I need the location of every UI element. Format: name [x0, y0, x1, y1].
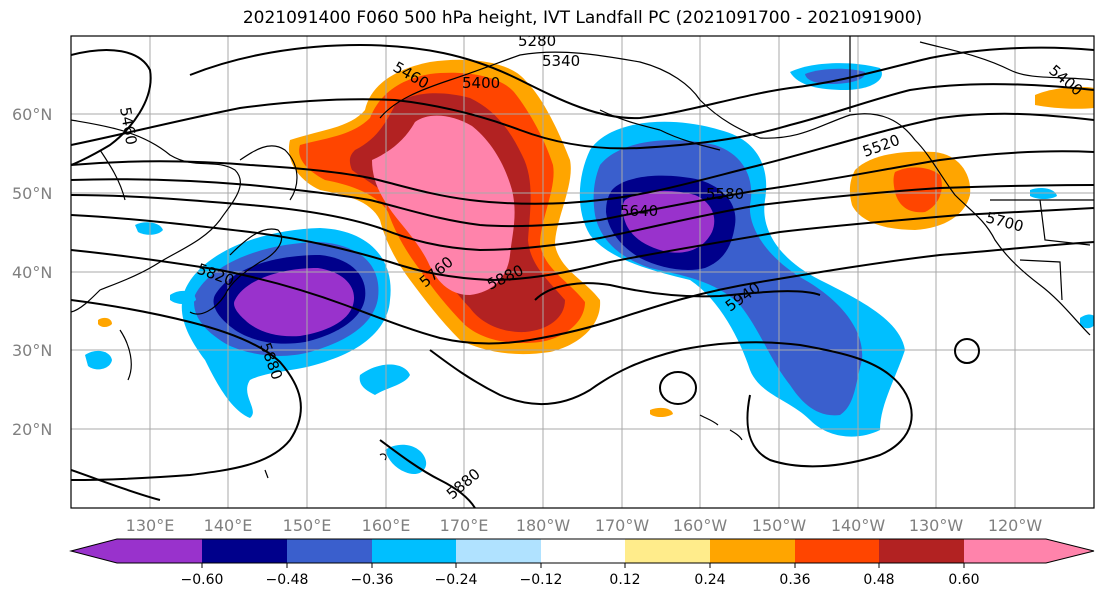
lon-label: 130°E	[126, 516, 175, 535]
shade-region-w7	[85, 350, 112, 370]
latitude-labels: 60°N 50°N 40°N 30°N 20°N	[12, 105, 52, 439]
colorbar-seg	[795, 539, 879, 563]
colorbar-seg	[287, 539, 372, 563]
colorbar-seg	[202, 539, 287, 563]
contour-label: 5580	[706, 185, 744, 203]
lon-label: 160°W	[673, 516, 728, 535]
lat-label: 50°N	[12, 184, 52, 203]
colorbar-outline	[69, 538, 1095, 564]
colorbar-ticks	[201, 563, 965, 568]
colorbar-seg	[71, 539, 117, 563]
shade-region-p8	[650, 407, 673, 417]
lon-label: 170°W	[595, 516, 650, 535]
map-frame	[70, 35, 1095, 509]
colorbar-seg	[625, 539, 710, 563]
map-panel: 5460 5460 5400 5340 5280 5400 5520 5580 …	[70, 32, 1095, 509]
colorbar-seg	[879, 539, 964, 563]
shade-region-w8	[135, 222, 163, 235]
colorbar-tick-label: −0.24	[435, 572, 478, 588]
lon-label: 150°E	[283, 516, 332, 535]
colorbar-tick-label: 0.12	[609, 572, 640, 588]
colorbar-seg	[964, 539, 1046, 563]
height-contours	[71, 43, 1094, 508]
contour-label: 5280	[518, 32, 556, 50]
colorbar-tick-label: 0.48	[863, 572, 894, 588]
colorbar-seg	[372, 539, 456, 563]
colorbar: −0.60 −0.48 −0.36 −0.24 −0.12 0.12 0.24 …	[69, 538, 1095, 588]
lon-label: 140°W	[831, 516, 886, 535]
lon-label: 170°E	[440, 516, 489, 535]
contour-label: 5640	[620, 202, 658, 220]
shade-region-w4	[234, 268, 355, 337]
lat-label: 60°N	[12, 105, 52, 124]
lon-label: 140°E	[204, 516, 253, 535]
lon-label: 160°E	[362, 516, 411, 535]
colorbar-tick-label: 0.24	[694, 572, 725, 588]
colorbar-seg	[710, 539, 795, 563]
shade-region-e8	[1080, 314, 1094, 329]
colorbar-seg	[117, 539, 202, 563]
shade-region-w9	[170, 290, 196, 305]
colorbar-seg	[541, 539, 625, 563]
contour-label: 5400	[462, 74, 500, 92]
map-title: 2021091400 F060 500 hPa height, IVT Land…	[242, 8, 923, 28]
islands	[264, 414, 743, 479]
shade-region-p7	[1035, 86, 1094, 109]
lon-label: 120°W	[988, 516, 1043, 535]
lon-label: 150°W	[752, 516, 807, 535]
gridlines	[71, 36, 1094, 508]
coastlines	[71, 36, 1094, 381]
colorbar-seg	[456, 539, 541, 563]
lat-label: 40°N	[12, 263, 52, 282]
colorbar-seg	[1046, 539, 1094, 563]
lon-label: 130°W	[909, 516, 964, 535]
colorbar-tick-label: −0.48	[266, 572, 309, 588]
lat-label: 20°N	[12, 420, 52, 439]
lat-label: 30°N	[12, 341, 52, 360]
colorbar-tick-label: −0.60	[181, 572, 224, 588]
colorbar-tick-label: −0.36	[351, 572, 394, 588]
longitude-labels: 130°E 140°E 150°E 160°E 170°E 180°W 170°…	[126, 516, 1043, 535]
colorbar-tick-label: −0.12	[520, 572, 563, 588]
colorbar-tick-label: 0.36	[779, 572, 810, 588]
lon-label: 180°W	[516, 516, 571, 535]
shade-region-p9	[98, 317, 112, 327]
shade-region-e4	[622, 190, 715, 253]
colorbar-tick-label: 0.60	[948, 572, 979, 588]
contour-label: 5340	[542, 52, 580, 70]
shade-region-w5	[359, 364, 410, 395]
